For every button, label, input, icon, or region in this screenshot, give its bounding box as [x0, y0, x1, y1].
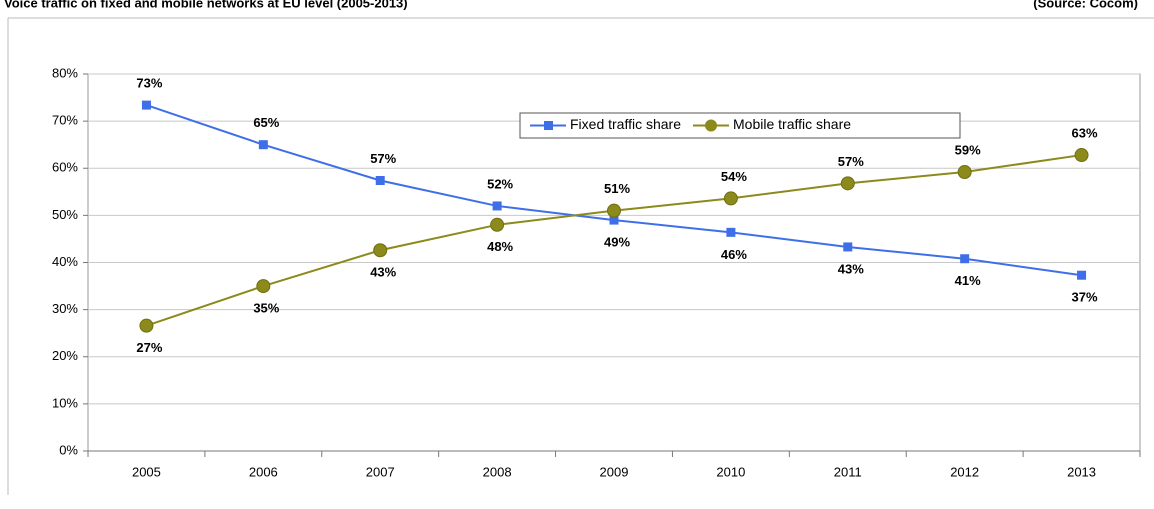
data-label: 35% [253, 301, 279, 316]
data-label: 48% [487, 239, 513, 254]
y-tick-label: 20% [52, 348, 78, 363]
marker [256, 279, 271, 294]
x-tick-label: 2013 [1067, 464, 1096, 479]
legend-marker [544, 121, 553, 130]
legend-box [519, 112, 961, 139]
x-tick-label: 2008 [483, 464, 512, 479]
data-label: 54% [721, 169, 747, 184]
marker [373, 243, 388, 258]
legend-label: Fixed traffic share [570, 116, 681, 132]
marker [723, 191, 738, 206]
data-label: 49% [604, 235, 630, 250]
y-tick-label: 0% [59, 442, 78, 457]
source: (Source: Cocom) [1033, 0, 1138, 10]
data-label: 52% [487, 176, 513, 191]
legend-marker [705, 119, 718, 132]
y-tick-label: 70% [52, 113, 78, 128]
y-tick-label: 50% [52, 207, 78, 222]
x-tick-label: 2010 [716, 464, 745, 479]
y-tick-label: 40% [52, 254, 78, 269]
marker [492, 201, 502, 211]
marker [141, 100, 151, 110]
y-tick-label: 10% [52, 395, 78, 410]
marker [1074, 148, 1089, 163]
chart-title: Voice traffic on fixed and mobile networ… [4, 0, 408, 10]
x-tick-label: 2012 [950, 464, 979, 479]
x-tick-label: 2011 [834, 464, 862, 479]
y-tick-label: 80% [52, 65, 78, 80]
y-tick-label: 30% [52, 301, 78, 316]
x-tick-label: 2009 [600, 464, 629, 479]
data-label: 46% [721, 247, 747, 262]
marker [957, 165, 972, 180]
y-tick-label: 60% [52, 160, 78, 175]
data-label: 63% [1072, 125, 1098, 140]
data-label: 27% [136, 340, 162, 355]
data-label: 43% [838, 261, 864, 276]
data-label: 37% [1072, 290, 1098, 305]
marker [1077, 270, 1087, 280]
marker [490, 217, 505, 232]
data-label: 65% [253, 115, 279, 130]
marker [726, 227, 736, 237]
data-label: 43% [370, 265, 396, 280]
marker [607, 203, 621, 218]
data-label: 51% [604, 181, 630, 196]
marker [258, 140, 268, 150]
data-label: 41% [955, 273, 981, 288]
data-label: 73% [136, 76, 162, 91]
data-label: 59% [955, 142, 981, 157]
marker [139, 318, 154, 333]
data-label: 57% [370, 151, 396, 166]
marker [843, 242, 853, 252]
marker [840, 176, 855, 191]
legend-label: Mobile traffic share [733, 116, 851, 132]
marker [609, 215, 619, 225]
marker [960, 254, 970, 264]
x-tick-label: 2007 [366, 464, 395, 479]
x-tick-label: 2006 [249, 464, 278, 479]
x-tick-label: 2005 [132, 464, 161, 479]
marker [375, 176, 385, 186]
data-label: 57% [838, 154, 864, 169]
legend: Fixed traffic share Mobile traffic share [519, 112, 961, 139]
